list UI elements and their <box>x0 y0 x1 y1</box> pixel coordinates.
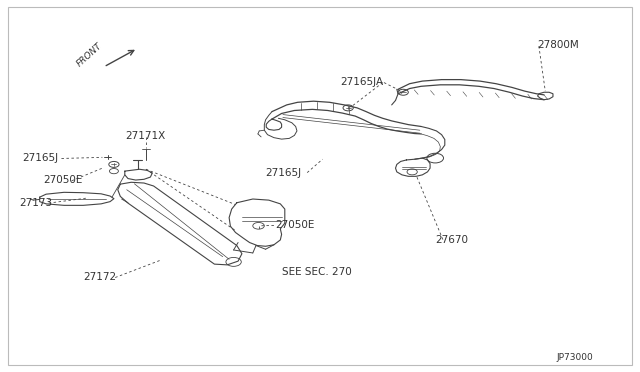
Text: 27172: 27172 <box>83 272 116 282</box>
Text: FRONT: FRONT <box>75 42 104 69</box>
Text: JP73000: JP73000 <box>557 353 593 362</box>
Text: 27050E: 27050E <box>44 176 83 185</box>
Text: 27173: 27173 <box>19 198 52 208</box>
Text: 27050E: 27050E <box>275 220 315 230</box>
Text: SEE SEC. 270: SEE SEC. 270 <box>282 267 351 276</box>
Text: 27670: 27670 <box>435 235 468 245</box>
Text: 27165JA: 27165JA <box>340 77 383 87</box>
Text: 27800M: 27800M <box>538 40 579 49</box>
Text: 27165J: 27165J <box>266 168 301 178</box>
Text: 27171X: 27171X <box>125 131 165 141</box>
Text: 27165J: 27165J <box>22 153 58 163</box>
